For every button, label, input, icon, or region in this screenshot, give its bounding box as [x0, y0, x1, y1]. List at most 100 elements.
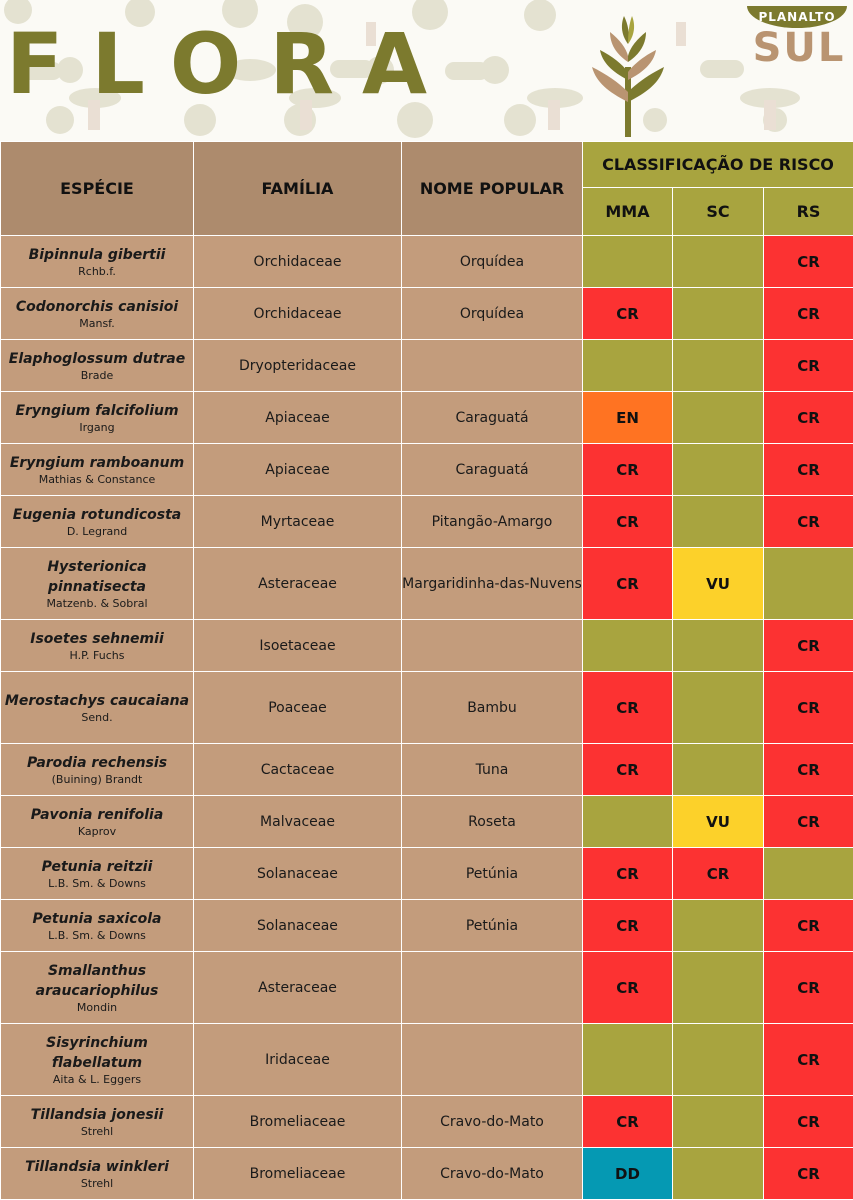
risk-sc-cell [672, 671, 764, 744]
species-name: Smallanthus araucariophilus [35, 962, 159, 999]
species-cell: Codonorchis canisioi Mansf. [0, 287, 194, 340]
species-name: Parodia rechensis [26, 754, 168, 771]
table-row: Hysterionica pinnatisecta Matzenb. & Sobr… [0, 547, 853, 620]
risk-mma-cell: CR [582, 671, 673, 744]
species-author: Brade [80, 368, 114, 382]
risk-sc-cell [672, 339, 764, 392]
risk-sc-cell [672, 743, 764, 796]
species-cell: Eryngium falcifolium Irgang [0, 391, 194, 444]
species-cell: Parodia rechensis (Buining) Brandt [0, 743, 194, 796]
species-name: Codonorchis canisioi [15, 298, 179, 315]
species-cell: Isoetes sehnemii H.P. Fuchs [0, 619, 194, 672]
species-name: Tillandsia jonesii [30, 1106, 164, 1123]
family-cell: Malvaceae [193, 795, 402, 848]
risk-sc-cell [672, 1147, 764, 1200]
species-name: Eryngium falcifolium [15, 402, 179, 419]
popular-name-cell [401, 619, 583, 672]
species-author: Strehl [80, 1124, 114, 1138]
popular-name-cell: Orquídea [401, 287, 583, 340]
species-name: Merostachys caucaiana [4, 692, 190, 709]
table-body: Bipinnula gibertii Rchb.f. Orchidaceae Orqu… [0, 235, 853, 1200]
species-cell: Hysterionica pinnatisecta Matzenb. & Sobr… [0, 547, 194, 620]
page-title: FLORA [6, 15, 456, 113]
species-author: Mondin [76, 1000, 118, 1014]
species-author: Matzenb. & Sobral [46, 596, 148, 610]
risk-mma-cell: CR [582, 1095, 673, 1148]
species-author: H.P. Fuchs [69, 648, 125, 662]
species-name: Eugenia rotundicosta [12, 506, 182, 523]
species-author: Send. [81, 710, 113, 724]
risk-sc-cell [672, 1023, 764, 1096]
risk-mma-cell: CR [582, 847, 673, 900]
table-row: Parodia rechensis (Buining) Brandt Cactace… [0, 743, 853, 796]
species-cell: Eryngium ramboanum Mathias & Constance [0, 443, 194, 496]
popular-name-cell: Petúnia [401, 899, 583, 952]
risk-sc-cell [672, 1095, 764, 1148]
risk-mma-cell: DD [582, 1147, 673, 1200]
risk-sc-cell [672, 495, 764, 548]
species-name: Petunia saxicola [32, 910, 162, 927]
popular-name-cell: Tuna [401, 743, 583, 796]
risk-mma-cell [582, 795, 673, 848]
species-name: Eryngium ramboanum [9, 454, 185, 471]
species-author: (Buining) Brandt [51, 772, 143, 786]
species-cell: Sisyrinchium flabellatum Aita & L. Eggers [0, 1023, 194, 1096]
risk-rs-cell: CR [763, 391, 853, 444]
family-cell: Solanaceae [193, 899, 402, 952]
table-row: Smallanthus araucariophilus Mondin Asterac… [0, 951, 853, 1024]
family-cell: Orchidaceae [193, 235, 402, 288]
popular-name-cell: Petúnia [401, 847, 583, 900]
family-cell: Bromeliaceae [193, 1147, 402, 1200]
family-cell: Isoetaceae [193, 619, 402, 672]
risk-sc-cell: VU [672, 547, 764, 620]
species-author: D. Legrand [66, 524, 128, 538]
risk-rs-cell: CR [763, 339, 853, 392]
risk-rs-cell: CR [763, 899, 853, 952]
table-row: Eryngium falcifolium Irgang Apiaceae Caragu… [0, 391, 853, 444]
table-row: Tillandsia jonesii Strehl Bromeliaceae Crav… [0, 1095, 853, 1148]
species-author: Rchb.f. [78, 264, 116, 278]
header-risk-classification: CLASSIFICAÇÃO DE RISCO [582, 141, 853, 188]
species-name: Pavonia renifolia [30, 806, 164, 823]
family-cell: Apiaceae [193, 443, 402, 496]
species-author: Irgang [79, 420, 115, 434]
family-cell: Poaceae [193, 671, 402, 744]
table-row: Elaphoglossum dutrae Brade Dryopteridaceae… [0, 339, 853, 392]
family-cell: Myrtaceae [193, 495, 402, 548]
table-row: Bipinnula gibertii Rchb.f. Orchidaceae Orqu… [0, 235, 853, 288]
species-cell: Pavonia renifolia Kaprov [0, 795, 194, 848]
family-cell: Orchidaceae [193, 287, 402, 340]
risk-rs-cell: CR [763, 743, 853, 796]
species-author: Mathias & Constance [38, 472, 156, 486]
logo-text-planalto: PLANALTO [747, 6, 847, 28]
risk-mma-cell: CR [582, 743, 673, 796]
popular-name-cell: Bambu [401, 671, 583, 744]
species-author: L.B. Sm. & Downs [48, 876, 146, 890]
popular-name-cell: Roseta [401, 795, 583, 848]
species-name: Petunia reitzii [41, 858, 153, 875]
risk-rs-cell: CR [763, 495, 853, 548]
risk-rs-cell: CR [763, 1023, 853, 1096]
species-cell: Tillandsia jonesii Strehl [0, 1095, 194, 1148]
species-author: Strehl [80, 1176, 114, 1190]
species-name: Tillandsia winkleri [25, 1158, 169, 1175]
risk-rs-cell: CR [763, 235, 853, 288]
family-cell: Bromeliaceae [193, 1095, 402, 1148]
table-row: Pavonia renifolia Kaprov Malvaceae Roseta VU… [0, 795, 853, 848]
species-name: Isoetes sehnemii [30, 630, 164, 647]
species-cell: Petunia reitzii L.B. Sm. & Downs [0, 847, 194, 900]
risk-rs-cell: CR [763, 951, 853, 1024]
risk-sc-cell [672, 899, 764, 952]
risk-rs-cell: CR [763, 1095, 853, 1148]
risk-rs-cell [763, 547, 853, 620]
risk-mma-cell: CR [582, 443, 673, 496]
table-row: Tillandsia winkleri Strehl Bromeliaceae Cra… [0, 1147, 853, 1200]
risk-mma-cell [582, 1023, 673, 1096]
species-cell: Merostachys caucaiana Send. [0, 671, 194, 744]
species-cell: Bipinnula gibertii Rchb.f. [0, 235, 194, 288]
table-row: Petunia reitzii L.B. Sm. & Downs Solanacea… [0, 847, 853, 900]
risk-mma-cell [582, 619, 673, 672]
risk-rs-cell: CR [763, 443, 853, 496]
risk-mma-cell [582, 339, 673, 392]
popular-name-cell: Cravo-do-Mato [401, 1095, 583, 1148]
